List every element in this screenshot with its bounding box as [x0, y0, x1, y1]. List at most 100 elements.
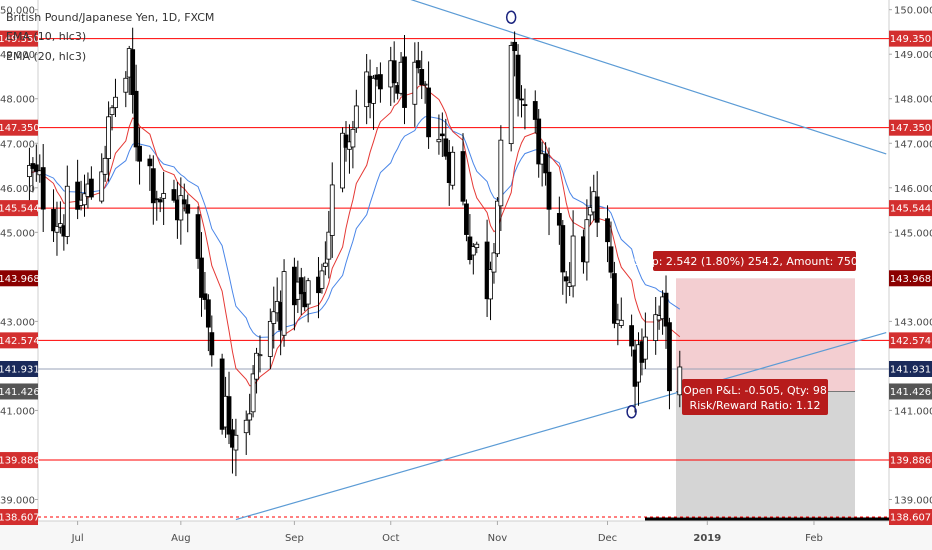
candles — [27, 27, 683, 477]
candle-body — [488, 269, 493, 300]
markers[interactable] — [505, 10, 637, 419]
candle — [371, 75, 376, 130]
price-tag-bg — [889, 119, 932, 136]
y-tick-label-left: 145.000 — [0, 228, 35, 239]
x-tick-label: Aug — [171, 533, 191, 544]
candle — [556, 196, 562, 245]
price-tag-right: 145.544 — [889, 200, 932, 217]
candle-body — [612, 273, 617, 324]
candle — [150, 155, 156, 225]
price-tag-bg — [0, 30, 38, 47]
candle-body — [556, 213, 562, 226]
y-tick-label-right: 139.000 — [894, 496, 932, 507]
candle-body — [64, 185, 70, 237]
price-tag-label: 143.968 — [0, 274, 40, 285]
candle-body — [205, 299, 211, 328]
y-tick-label-left: 149.000 — [0, 50, 35, 61]
price-tag-label: 138.607 — [890, 513, 931, 524]
y-tick-label-right: 149.000 — [894, 50, 932, 61]
pnl-box[interactable]: Open P&L: -0.505, Qty: 98 Risk/Reward Ra… — [682, 379, 828, 415]
price-tag-right: 142.574 — [889, 332, 932, 349]
candle — [543, 142, 548, 186]
price-tag-label: 145.544 — [890, 204, 931, 215]
candle-body — [75, 181, 81, 210]
candle — [443, 118, 449, 160]
candle-body — [636, 344, 641, 383]
candle — [254, 347, 259, 394]
candle — [515, 44, 521, 117]
candle-body — [102, 157, 108, 175]
price-tag-bg — [889, 452, 932, 469]
candle — [322, 241, 328, 276]
pivot-marker[interactable] — [505, 10, 517, 24]
candle — [488, 261, 493, 321]
y-tick-label-left: 150.000 — [0, 6, 35, 17]
candle — [470, 243, 476, 275]
trendline[interactable] — [380, 0, 887, 155]
trendline[interactable] — [235, 331, 887, 521]
candle-body — [439, 133, 445, 137]
candle-body — [133, 90, 139, 148]
candle — [161, 171, 167, 225]
price-tag-left: 149.350 — [0, 30, 40, 47]
candle-body — [436, 138, 442, 143]
candle — [378, 62, 383, 103]
y-tick-label-right: 147.000 — [894, 139, 932, 150]
candle — [415, 41, 421, 74]
candle-body — [51, 209, 56, 232]
candle-body — [82, 193, 87, 206]
trendlines[interactable] — [235, 0, 887, 521]
candle-body — [219, 358, 225, 430]
price-tag-right: 138.607 — [889, 509, 932, 526]
pnl-label: Open P&L: -0.505, Qty: 98 — [683, 384, 827, 397]
price-tag-right: 149.350 — [889, 30, 932, 47]
candle-body — [353, 105, 359, 129]
horizontal-levels[interactable] — [38, 38, 889, 518]
candle — [137, 127, 142, 185]
candle-body — [515, 54, 521, 99]
candle — [460, 133, 466, 206]
pivot-marker[interactable] — [626, 405, 637, 419]
candle — [75, 159, 81, 220]
candle — [402, 34, 407, 125]
x-tick-label: Oct — [382, 533, 399, 544]
candle-body — [130, 49, 136, 95]
candle-body — [123, 77, 129, 93]
candle — [233, 418, 239, 477]
candle-body — [422, 83, 428, 86]
candle-body — [106, 116, 111, 159]
stop-box[interactable]: Stop: 2.542 (1.80%) 254.2, Amount: 750.8… — [634, 251, 876, 271]
candle — [181, 183, 187, 212]
price-tag-label: 141.931 — [0, 364, 40, 375]
candle — [27, 147, 32, 204]
candle-body — [329, 184, 335, 236]
price-tag-bg — [889, 332, 932, 349]
candle-body — [113, 96, 118, 109]
price-tag-label: 142.574 — [0, 336, 40, 347]
candle — [305, 277, 311, 323]
candle-body — [667, 322, 672, 392]
candle — [522, 88, 528, 130]
candle-body — [137, 145, 142, 162]
candle — [82, 174, 87, 217]
candle — [106, 101, 111, 182]
candle — [88, 166, 94, 200]
candle-body — [543, 153, 548, 174]
candle-body — [54, 226, 60, 233]
price-tag-label: 139.886 — [890, 456, 931, 467]
candle-body — [608, 246, 614, 273]
candle-body — [322, 262, 328, 267]
price-tag-right: 147.350 — [889, 119, 932, 136]
candle — [195, 206, 201, 269]
candle-body — [161, 193, 167, 199]
candle-body — [491, 252, 497, 273]
candle — [281, 259, 287, 347]
price-tag-left: 142.574 — [0, 332, 40, 349]
candle-body — [629, 325, 635, 347]
y-tick-label-right: 143.000 — [894, 317, 932, 328]
price-tag-label: 142.574 — [890, 336, 931, 347]
candle — [271, 286, 277, 349]
candle-body — [642, 336, 648, 360]
candle — [642, 312, 648, 370]
